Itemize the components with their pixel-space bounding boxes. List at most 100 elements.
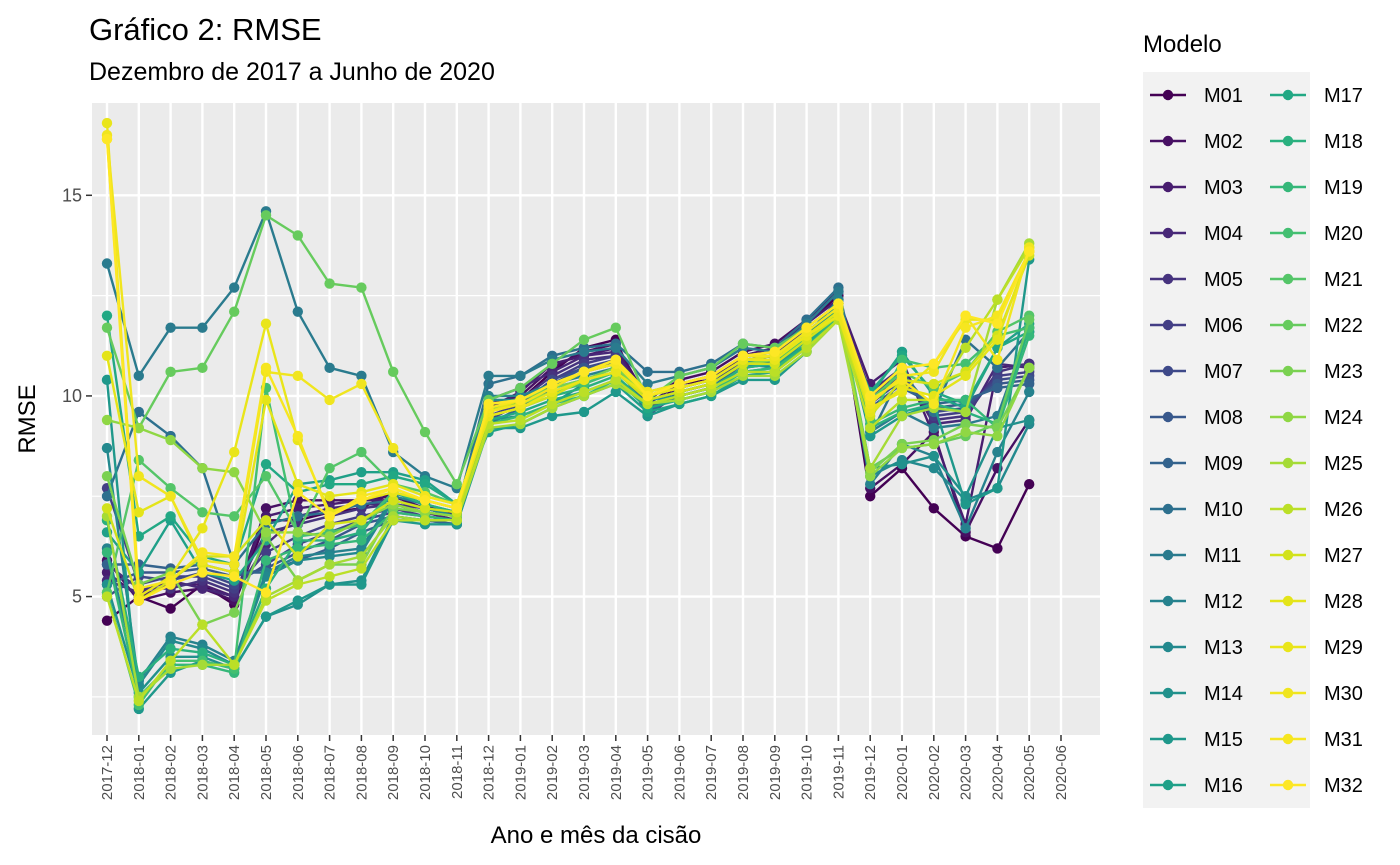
data-point xyxy=(578,386,590,398)
data-point xyxy=(260,362,272,374)
data-point xyxy=(610,342,621,353)
series-M32 xyxy=(101,133,1035,606)
data-point xyxy=(229,607,240,618)
legend-item-M12: M12 xyxy=(1150,591,1243,613)
data-point xyxy=(483,398,494,410)
data-point xyxy=(324,394,335,406)
data-point xyxy=(292,527,303,538)
legend-key-point xyxy=(1162,503,1174,515)
legend-label: M06 xyxy=(1204,315,1243,337)
legend-key-point xyxy=(1162,733,1174,745)
x-axis: 2017-12 2018-01 2018-02 2018-03 2018-04 2018-… xyxy=(99,735,1070,800)
data-point xyxy=(324,511,335,522)
x-tick-label: 2018-07 xyxy=(322,745,339,800)
data-point xyxy=(197,619,208,630)
legend-label: M26 xyxy=(1324,499,1363,521)
data-point xyxy=(260,527,272,538)
data-point xyxy=(896,394,908,406)
data-point xyxy=(928,398,939,410)
data-point xyxy=(197,567,208,578)
legend-key-point xyxy=(1282,779,1294,791)
data-point xyxy=(101,310,113,321)
data-point xyxy=(706,362,717,374)
y-tick-label: 10 xyxy=(62,386,82,406)
x-tick-label: 2018-04 xyxy=(226,745,243,800)
legend-label: M18 xyxy=(1324,131,1363,153)
x-tick-label: 2020-01 xyxy=(894,745,911,800)
series-line xyxy=(105,210,1031,490)
data-point xyxy=(992,382,1003,394)
data-point xyxy=(674,370,685,382)
chart-title: Gráfico 2: RMSE xyxy=(89,12,322,47)
legend-item-M21: M21 xyxy=(1270,269,1363,291)
data-point xyxy=(356,535,367,546)
chart-subtitle: Dezembro de 2017 a Junho de 2020 xyxy=(89,58,495,86)
data-point xyxy=(292,230,303,241)
data-point xyxy=(992,543,1003,554)
data-point xyxy=(292,430,303,442)
legend-label: M09 xyxy=(1204,453,1243,475)
data-point xyxy=(165,366,176,378)
data-point xyxy=(101,117,113,129)
x-tick-label: 2018-06 xyxy=(290,745,307,800)
legend-key-point xyxy=(1162,365,1174,377)
x-tick-label: 2018-08 xyxy=(353,745,370,800)
data-point xyxy=(610,386,621,398)
y-tick-label: 5 xyxy=(72,587,82,607)
data-point xyxy=(260,503,272,514)
x-tick-label: 2020-04 xyxy=(989,745,1006,800)
data-point xyxy=(865,470,876,482)
data-point xyxy=(801,342,812,353)
legend-label: M25 xyxy=(1324,453,1363,475)
x-tick-label: 2017-12 xyxy=(99,745,116,800)
legend-key-point xyxy=(1162,135,1174,147)
data-point xyxy=(292,479,303,490)
data-point xyxy=(356,466,367,478)
legend-label: M08 xyxy=(1204,407,1243,429)
legend-item-M03: M03 xyxy=(1150,177,1243,199)
data-point xyxy=(928,462,939,474)
data-point xyxy=(101,591,113,602)
y-axis-title: RMSE xyxy=(14,384,41,453)
data-point xyxy=(292,579,303,590)
data-point xyxy=(292,370,303,382)
data-point xyxy=(388,495,399,506)
legend-item-M04: M04 xyxy=(1150,223,1243,245)
data-point xyxy=(197,462,208,474)
data-point xyxy=(197,507,208,518)
data-point xyxy=(388,483,399,494)
data-point xyxy=(101,374,113,386)
legend-label: M28 xyxy=(1324,591,1363,613)
data-point xyxy=(133,695,144,707)
data-point xyxy=(928,358,939,370)
x-tick-label: 2020-02 xyxy=(926,745,943,800)
legend-key-point xyxy=(1162,181,1174,193)
data-point xyxy=(356,515,367,526)
data-point xyxy=(451,479,462,490)
data-point xyxy=(547,410,558,422)
data-point xyxy=(419,426,431,438)
x-tick-label: 2018-02 xyxy=(163,745,180,800)
data-point xyxy=(896,442,908,454)
legend-item-M19: M19 xyxy=(1270,177,1363,199)
legend-item-M30: M30 xyxy=(1270,683,1363,705)
data-point xyxy=(356,495,367,506)
data-point xyxy=(578,346,590,357)
x-tick-label: 2019-10 xyxy=(799,745,816,800)
legend-item-M29: M29 xyxy=(1270,637,1363,659)
data-point xyxy=(928,366,939,378)
data-point xyxy=(324,531,335,542)
data-point xyxy=(578,334,590,345)
data-point xyxy=(960,310,971,321)
data-point xyxy=(229,466,240,478)
legend-item-M09: M09 xyxy=(1150,453,1243,475)
data-point xyxy=(229,306,240,317)
legend-item-M28: M28 xyxy=(1270,591,1363,613)
data-point xyxy=(674,378,685,390)
data-point xyxy=(229,446,240,458)
data-point xyxy=(229,511,240,522)
legend-label: M15 xyxy=(1204,729,1243,751)
y-axis: 5 10 15 xyxy=(62,185,92,607)
legend-key-point xyxy=(1282,503,1294,515)
